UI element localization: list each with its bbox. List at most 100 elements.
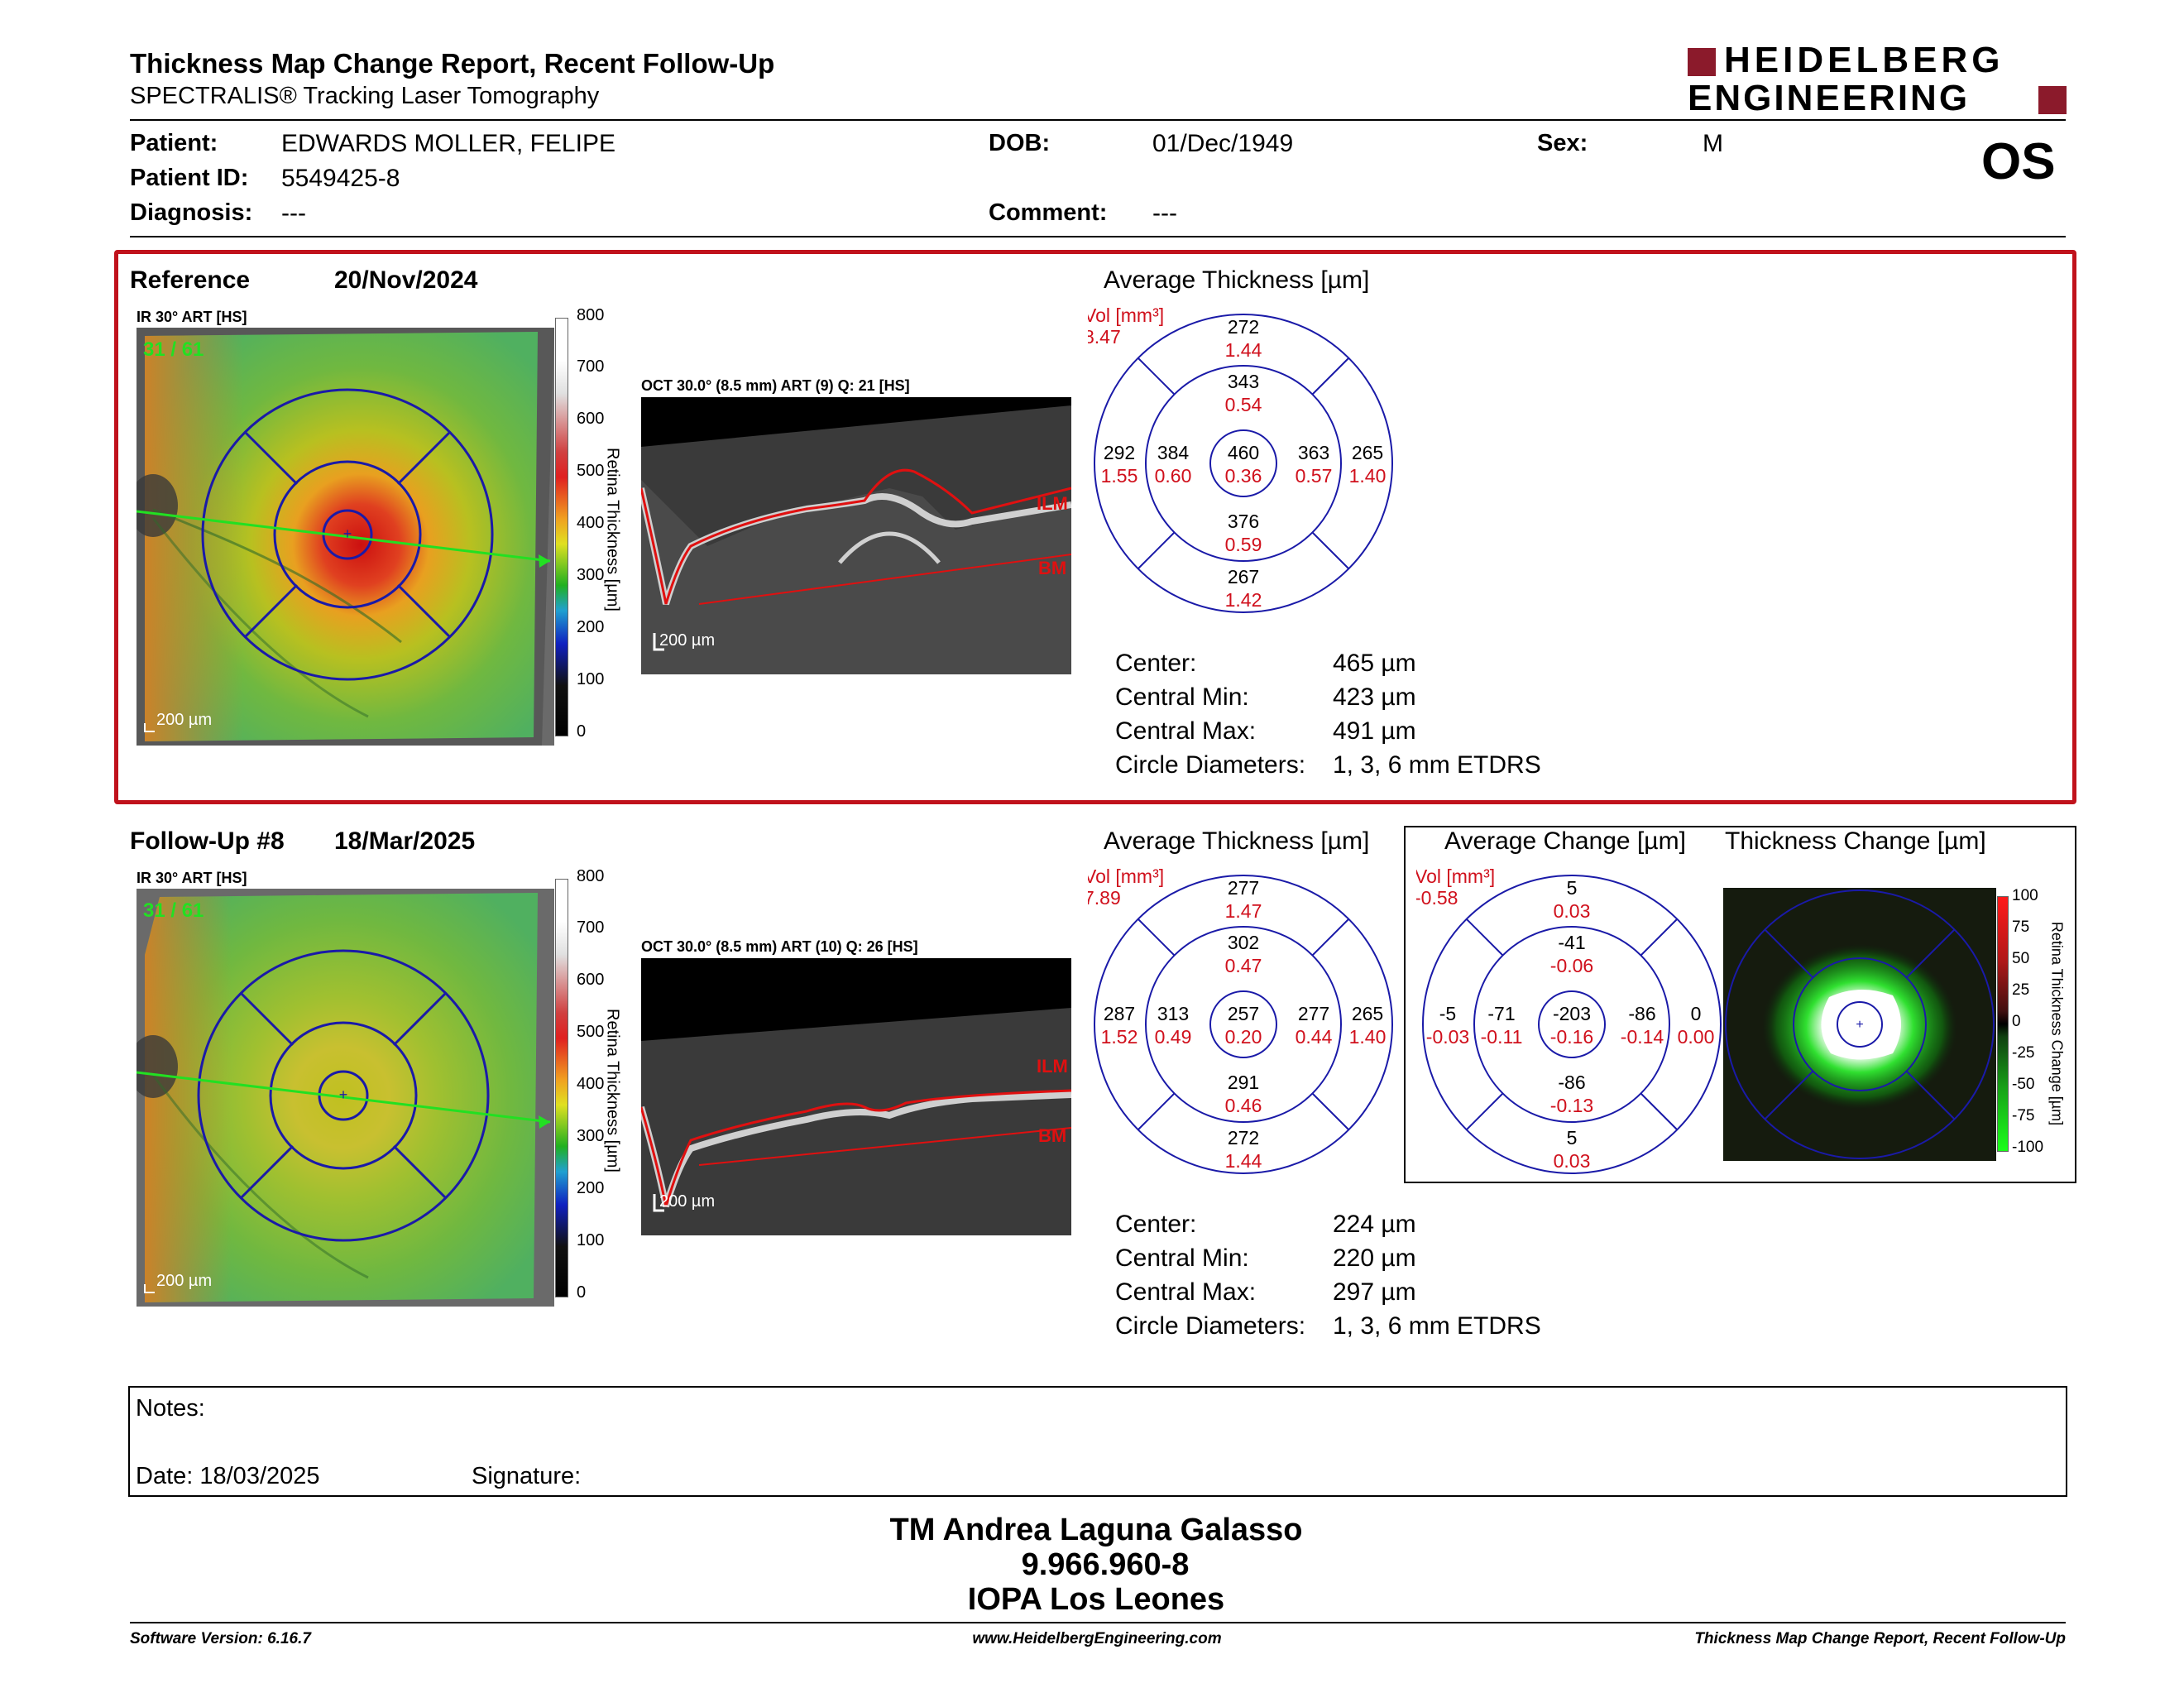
- reference-date: 20/Nov/2024: [334, 266, 478, 294]
- comment-value: ---: [1152, 199, 1177, 227]
- thickness-change-map: +: [1723, 888, 1996, 1161]
- frame-counter: 31 / 61: [143, 338, 204, 361]
- svg-text:0.03: 0.03: [1554, 900, 1591, 922]
- svg-text:0.03: 0.03: [1554, 1150, 1591, 1172]
- followup-label: Follow-Up #8: [130, 827, 285, 855]
- change-panel: [1404, 826, 2076, 1183]
- dob-label: DOB:: [989, 130, 1051, 156]
- svg-text:272: 272: [1228, 316, 1259, 338]
- svg-text:-41: -41: [1558, 932, 1585, 953]
- change-colorbar: [1997, 896, 2009, 1152]
- svg-text:0.60: 0.60: [1155, 465, 1192, 487]
- svg-text:0.59: 0.59: [1225, 534, 1262, 555]
- signature-label: Signature:: [472, 1463, 582, 1489]
- svg-text:1.55: 1.55: [1101, 465, 1138, 487]
- software-version: Software Version: 6.16.7: [130, 1630, 311, 1647]
- svg-text:Vol [mm³]: Vol [mm³]: [1088, 866, 1164, 887]
- svg-text:277: 277: [1228, 877, 1259, 899]
- logo-square-top: [1688, 48, 1716, 76]
- ilm-label: ILM: [1037, 493, 1068, 514]
- report-title: Thickness Map Change Report, Recent Foll…: [130, 48, 775, 79]
- oct-label: OCT 30.0° (8.5 mm) ART (10) Q: 26 [HS]: [641, 938, 918, 955]
- followup-oct-scan: ILM BM 200 µm: [641, 958, 1071, 1235]
- change-colorbar-ticks: 100 75 50 25 0 -25 -50 -75 -100: [2012, 887, 2044, 1156]
- colorbar-title: Retina Thickness [µm]: [603, 448, 622, 611]
- svg-text:Vol [mm³]: Vol [mm³]: [1416, 866, 1495, 887]
- svg-text:277: 277: [1298, 1003, 1329, 1024]
- svg-text:7.89: 7.89: [1088, 887, 1121, 909]
- svg-text:-86: -86: [1628, 1003, 1655, 1024]
- svg-text:-0.03: -0.03: [1426, 1026, 1469, 1048]
- svg-text:+: +: [343, 525, 352, 542]
- reference-panel: [114, 250, 2076, 804]
- map-scale-label: 200 µm: [156, 1272, 212, 1290]
- footer-divider: [130, 1622, 2066, 1623]
- svg-text:-0.11: -0.11: [1481, 1026, 1523, 1048]
- svg-text:1.40: 1.40: [1349, 465, 1387, 487]
- svg-text:-0.58: -0.58: [1416, 887, 1458, 909]
- ir-label: IR 30° ART [HS]: [136, 309, 247, 325]
- svg-text:313: 313: [1157, 1003, 1189, 1024]
- thickness-colorbar: [555, 318, 568, 736]
- logo-square-bottom: [2038, 86, 2067, 114]
- svg-text:5: 5: [1567, 1127, 1578, 1149]
- patient-divider: [130, 236, 2066, 237]
- svg-text:287: 287: [1104, 1003, 1135, 1024]
- sex-value: M: [1703, 130, 1723, 157]
- followup-thickness-map: + 31 / 61 200 µm: [136, 889, 554, 1307]
- thickness-colorbar-ticks: 800 700 600 500 400 300 200 100 0: [577, 867, 605, 1302]
- svg-text:0.49: 0.49: [1155, 1026, 1192, 1048]
- svg-text:0: 0: [1691, 1003, 1702, 1024]
- followup-date: 18/Mar/2025: [334, 827, 476, 855]
- svg-text:-86: -86: [1558, 1072, 1585, 1093]
- signer-name: TM Andrea Laguna Galasso: [889, 1513, 1303, 1547]
- average-thickness-title: Average Thickness [µm]: [1104, 827, 1370, 855]
- thickness-change-title: Thickness Change [µm]: [1725, 827, 1986, 855]
- svg-text:1.52: 1.52: [1101, 1026, 1138, 1048]
- svg-text:376: 376: [1228, 511, 1259, 532]
- reference-label: Reference: [130, 266, 251, 294]
- change-colorbar-title: Retina Thickness Change [µm]: [2048, 921, 2066, 1126]
- svg-text:0.20: 0.20: [1225, 1026, 1262, 1048]
- signer-id: 9.966.960-8: [1021, 1547, 1190, 1582]
- change-etdrs-chart: Vol [mm³] -0.58 5 0.03 -41 -0.06 -5 -0.0…: [1416, 866, 1722, 1174]
- followup-etdrs-chart: Vol [mm³] 7.89 277 1.47 302 0.47 287 1.5…: [1088, 866, 1393, 1174]
- patient-id-label: Patient ID:: [130, 165, 249, 191]
- report-name-footer: Thickness Map Change Report, Recent Foll…: [1694, 1630, 2066, 1647]
- svg-text:-203: -203: [1553, 1003, 1591, 1024]
- svg-text:257: 257: [1228, 1003, 1259, 1024]
- svg-text:265: 265: [1352, 1003, 1383, 1024]
- svg-text:460: 460: [1228, 442, 1259, 463]
- svg-text:0.57: 0.57: [1296, 465, 1333, 487]
- average-change-title: Average Change [µm]: [1444, 827, 1686, 855]
- reference-thickness-map: + 31 / 61 200 µm: [136, 328, 554, 746]
- svg-text:0.47: 0.47: [1225, 955, 1262, 976]
- svg-text:363: 363: [1298, 442, 1329, 463]
- svg-text:-5: -5: [1439, 1003, 1456, 1024]
- svg-text:1.44: 1.44: [1225, 1150, 1262, 1172]
- notes-box[interactable]: [128, 1386, 2067, 1497]
- diagnosis-label: Diagnosis:: [130, 199, 253, 226]
- svg-text:272: 272: [1228, 1127, 1259, 1149]
- patient-label: Patient:: [130, 130, 218, 156]
- thickness-colorbar-ticks: 800 700 600 500 400 300 200 100 0: [577, 306, 605, 741]
- svg-text:1.44: 1.44: [1225, 339, 1262, 361]
- bm-label: BM: [1038, 558, 1066, 578]
- logo-text-heidelberg: HEIDELBERG: [1724, 40, 2004, 80]
- etdrs-grid-overlay: [197, 949, 490, 1242]
- diagnosis-value: ---: [281, 199, 306, 227]
- ir-label: IR 30° ART [HS]: [136, 870, 247, 886]
- comment-label: Comment:: [989, 199, 1108, 226]
- oct-scale-label: 200 µm: [659, 1192, 715, 1211]
- svg-text:8.47: 8.47: [1088, 326, 1121, 348]
- website-link[interactable]: www.HeidelbergEngineering.com: [972, 1630, 1222, 1647]
- svg-text:302: 302: [1228, 932, 1259, 953]
- oct-scale-label: 200 µm: [659, 631, 715, 650]
- dob-value: 01/Dec/1949: [1152, 130, 1294, 157]
- svg-text:291: 291: [1228, 1072, 1259, 1093]
- svg-text:Vol [mm³]: Vol [mm³]: [1088, 305, 1164, 326]
- oct-label: OCT 30.0° (8.5 mm) ART (9) Q: 21 [HS]: [641, 377, 910, 394]
- map-scale-label: 200 µm: [156, 711, 212, 729]
- report-subtitle: SPECTRALIS® Tracking Laser Tomography: [130, 83, 600, 109]
- svg-text:-0.16: -0.16: [1550, 1026, 1593, 1048]
